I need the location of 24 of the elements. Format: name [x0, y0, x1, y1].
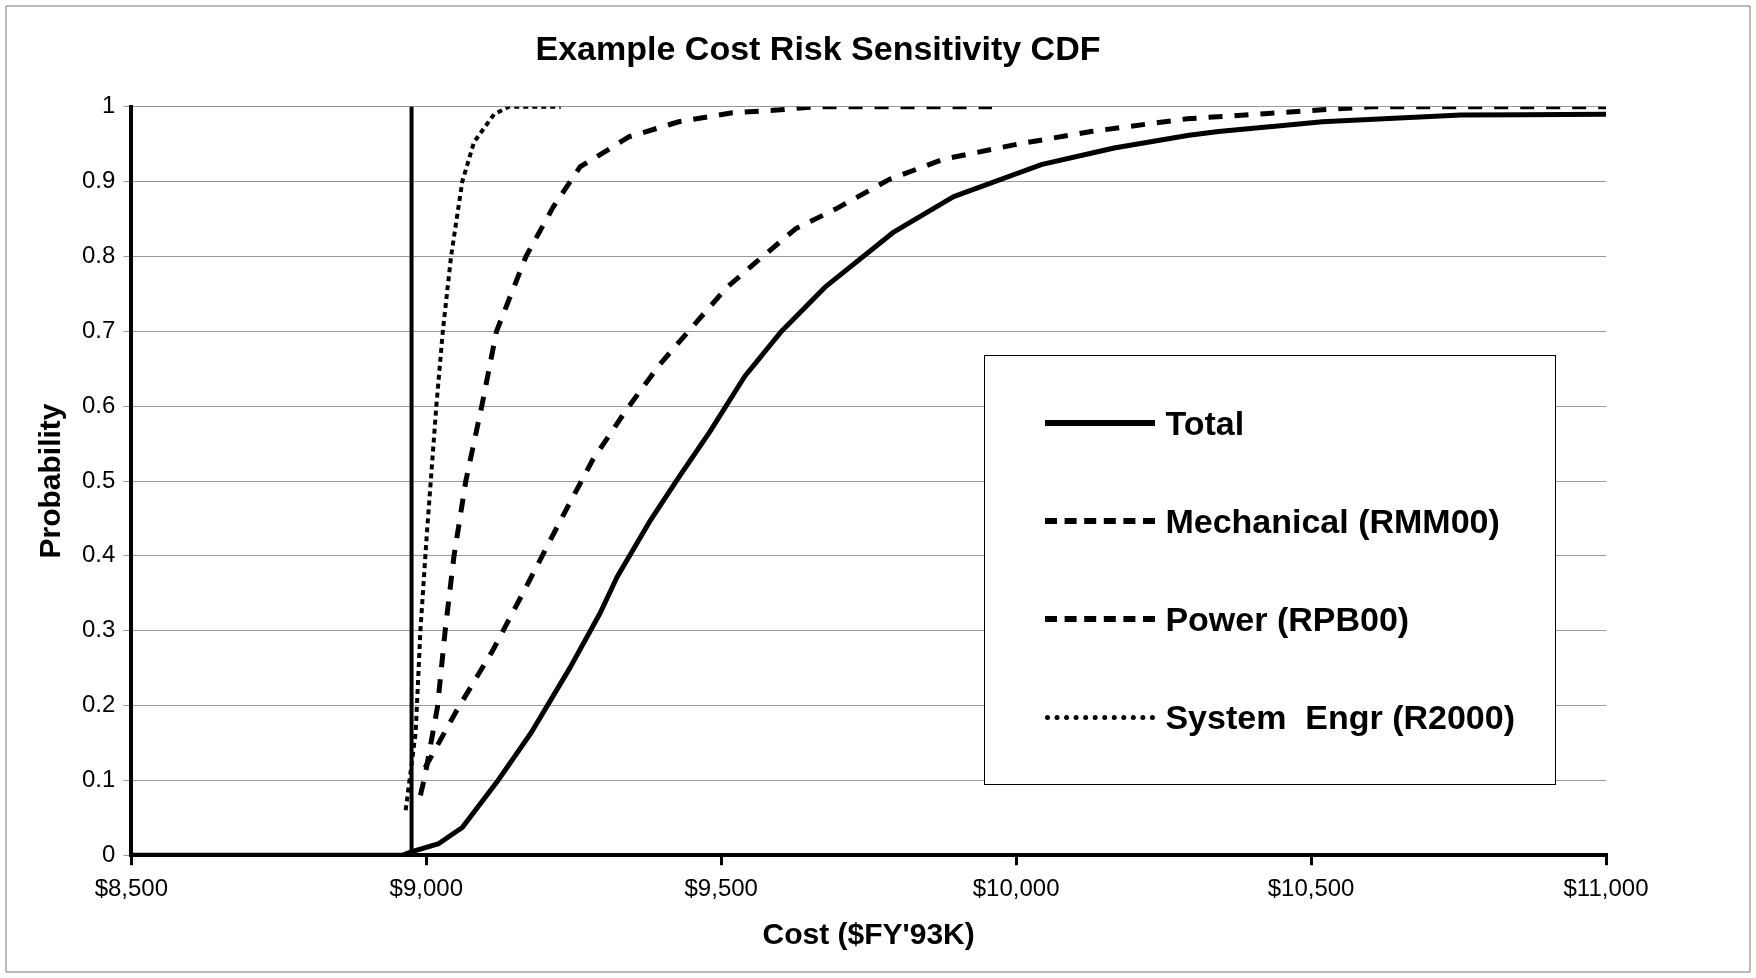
y-tick-label: 0.7 — [81, 315, 116, 343]
x-tick-label: $11,000 — [1563, 874, 1649, 902]
x-tick-label: $10,000 — [972, 874, 1060, 902]
x-tick-label: $9,000 — [389, 874, 463, 902]
legend-label: System Engr (R2000) — [1165, 697, 1515, 737]
y-tick-label: 0 — [102, 839, 116, 867]
chart-title: Example Cost Risk Sensitivity CDF — [535, 28, 1101, 67]
x-tick-label: $10,500 — [1267, 874, 1355, 902]
y-axis-title: Probability — [33, 403, 67, 559]
y-tick-label: 0.3 — [81, 615, 116, 643]
y-tick-label: 1 — [102, 91, 116, 119]
x-tick-label: $9,500 — [684, 874, 758, 902]
y-tick-label: 0.4 — [81, 540, 116, 568]
legend-label: Total — [1165, 403, 1245, 443]
y-tick-label: 0.9 — [81, 166, 116, 194]
y-tick-label: 0.1 — [81, 764, 116, 792]
y-tick-label: 0.2 — [81, 690, 116, 718]
x-axis-title: Cost ($FY'93K) — [762, 917, 975, 951]
legend-label: Mechanical (RMM00) — [1165, 501, 1500, 541]
y-tick-label: 0.5 — [81, 465, 116, 493]
y-tick-label: 0.8 — [81, 241, 116, 269]
x-tick-label: $8,500 — [94, 874, 169, 902]
y-tick-label: 0.6 — [81, 390, 116, 418]
legend-label: Power (RPB00) — [1165, 599, 1410, 639]
